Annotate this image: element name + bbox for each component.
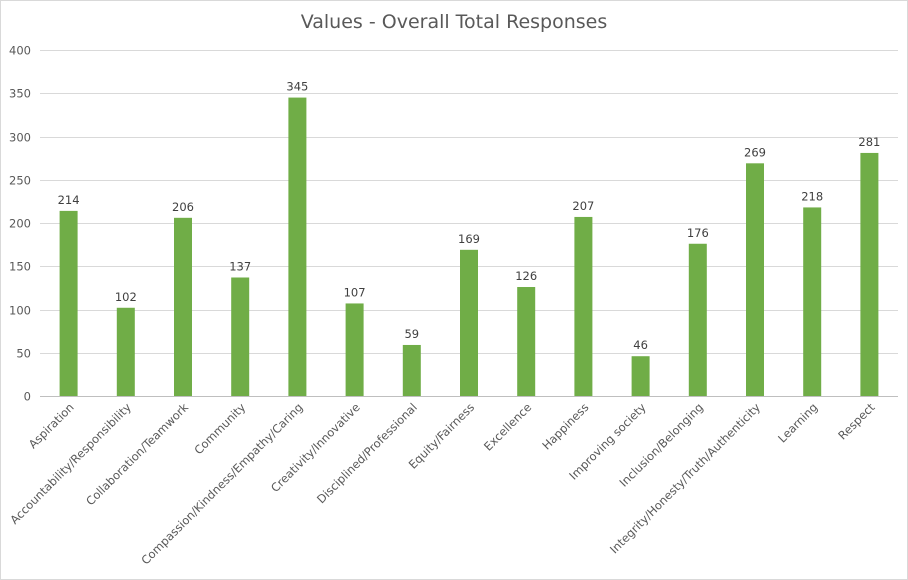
x-tick-label: Accountability/Responsibility	[7, 400, 134, 527]
bar	[288, 97, 307, 396]
x-tick-label: Community	[191, 400, 248, 457]
bar	[231, 277, 250, 396]
bar	[59, 210, 78, 396]
data-label: 207	[572, 199, 594, 213]
x-tick-label: Happiness	[539, 400, 591, 452]
y-tick-label: 100	[9, 304, 31, 318]
x-tick-label: Respect	[835, 400, 878, 443]
data-label: 345	[286, 80, 308, 94]
data-label: 107	[344, 285, 366, 299]
data-label: 59	[404, 327, 419, 341]
bar	[174, 217, 192, 396]
data-label: 206	[172, 200, 194, 214]
y-tick-label: 400	[9, 44, 31, 58]
y-tick-label: 0	[24, 390, 31, 404]
y-tick-label: 250	[9, 174, 31, 188]
data-label: 46	[633, 338, 648, 352]
data-label: 176	[687, 226, 709, 240]
x-tick-label: Collaboration/Teamwork	[83, 400, 191, 508]
data-label: 137	[229, 259, 251, 273]
bar	[460, 249, 478, 396]
y-tick-label: 350	[9, 87, 31, 101]
bars	[59, 97, 879, 396]
data-label: 169	[458, 232, 480, 246]
bar	[631, 356, 650, 396]
data-label: 102	[115, 290, 137, 304]
data-label: 269	[744, 145, 766, 159]
bar	[860, 152, 879, 396]
data-labels: 214 102 206 137 345 107 59 169 126 207 46 176 269 218…	[58, 80, 881, 353]
data-label: 126	[515, 269, 537, 283]
data-label: 218	[801, 189, 823, 203]
x-tick-label: Learning	[775, 400, 820, 445]
bar	[345, 303, 364, 396]
x-tick-label: Aspiration	[26, 400, 77, 451]
chart-title: Values - Overall Total Responses	[301, 11, 608, 33]
y-tick-label: 50	[16, 347, 31, 361]
data-label: 281	[858, 135, 880, 149]
x-axis-ticks: AspirationAccountability/ResponsibilityC…	[7, 400, 878, 568]
bar	[517, 287, 536, 396]
bar	[746, 163, 764, 396]
y-axis-ticks: 0 50 100 150 200 250 300 350 400	[9, 44, 31, 404]
data-label: 214	[58, 193, 80, 207]
y-tick-label: 300	[9, 131, 31, 145]
bar	[402, 344, 421, 396]
bar	[688, 243, 707, 396]
x-tick-label: Excellence	[481, 400, 534, 453]
bar	[574, 216, 593, 396]
x-tick-label: Disciplined/Professional	[314, 400, 420, 506]
bar	[803, 207, 822, 396]
y-tick-label: 200	[9, 217, 31, 231]
bar	[116, 307, 135, 396]
y-tick-label: 150	[9, 260, 31, 274]
